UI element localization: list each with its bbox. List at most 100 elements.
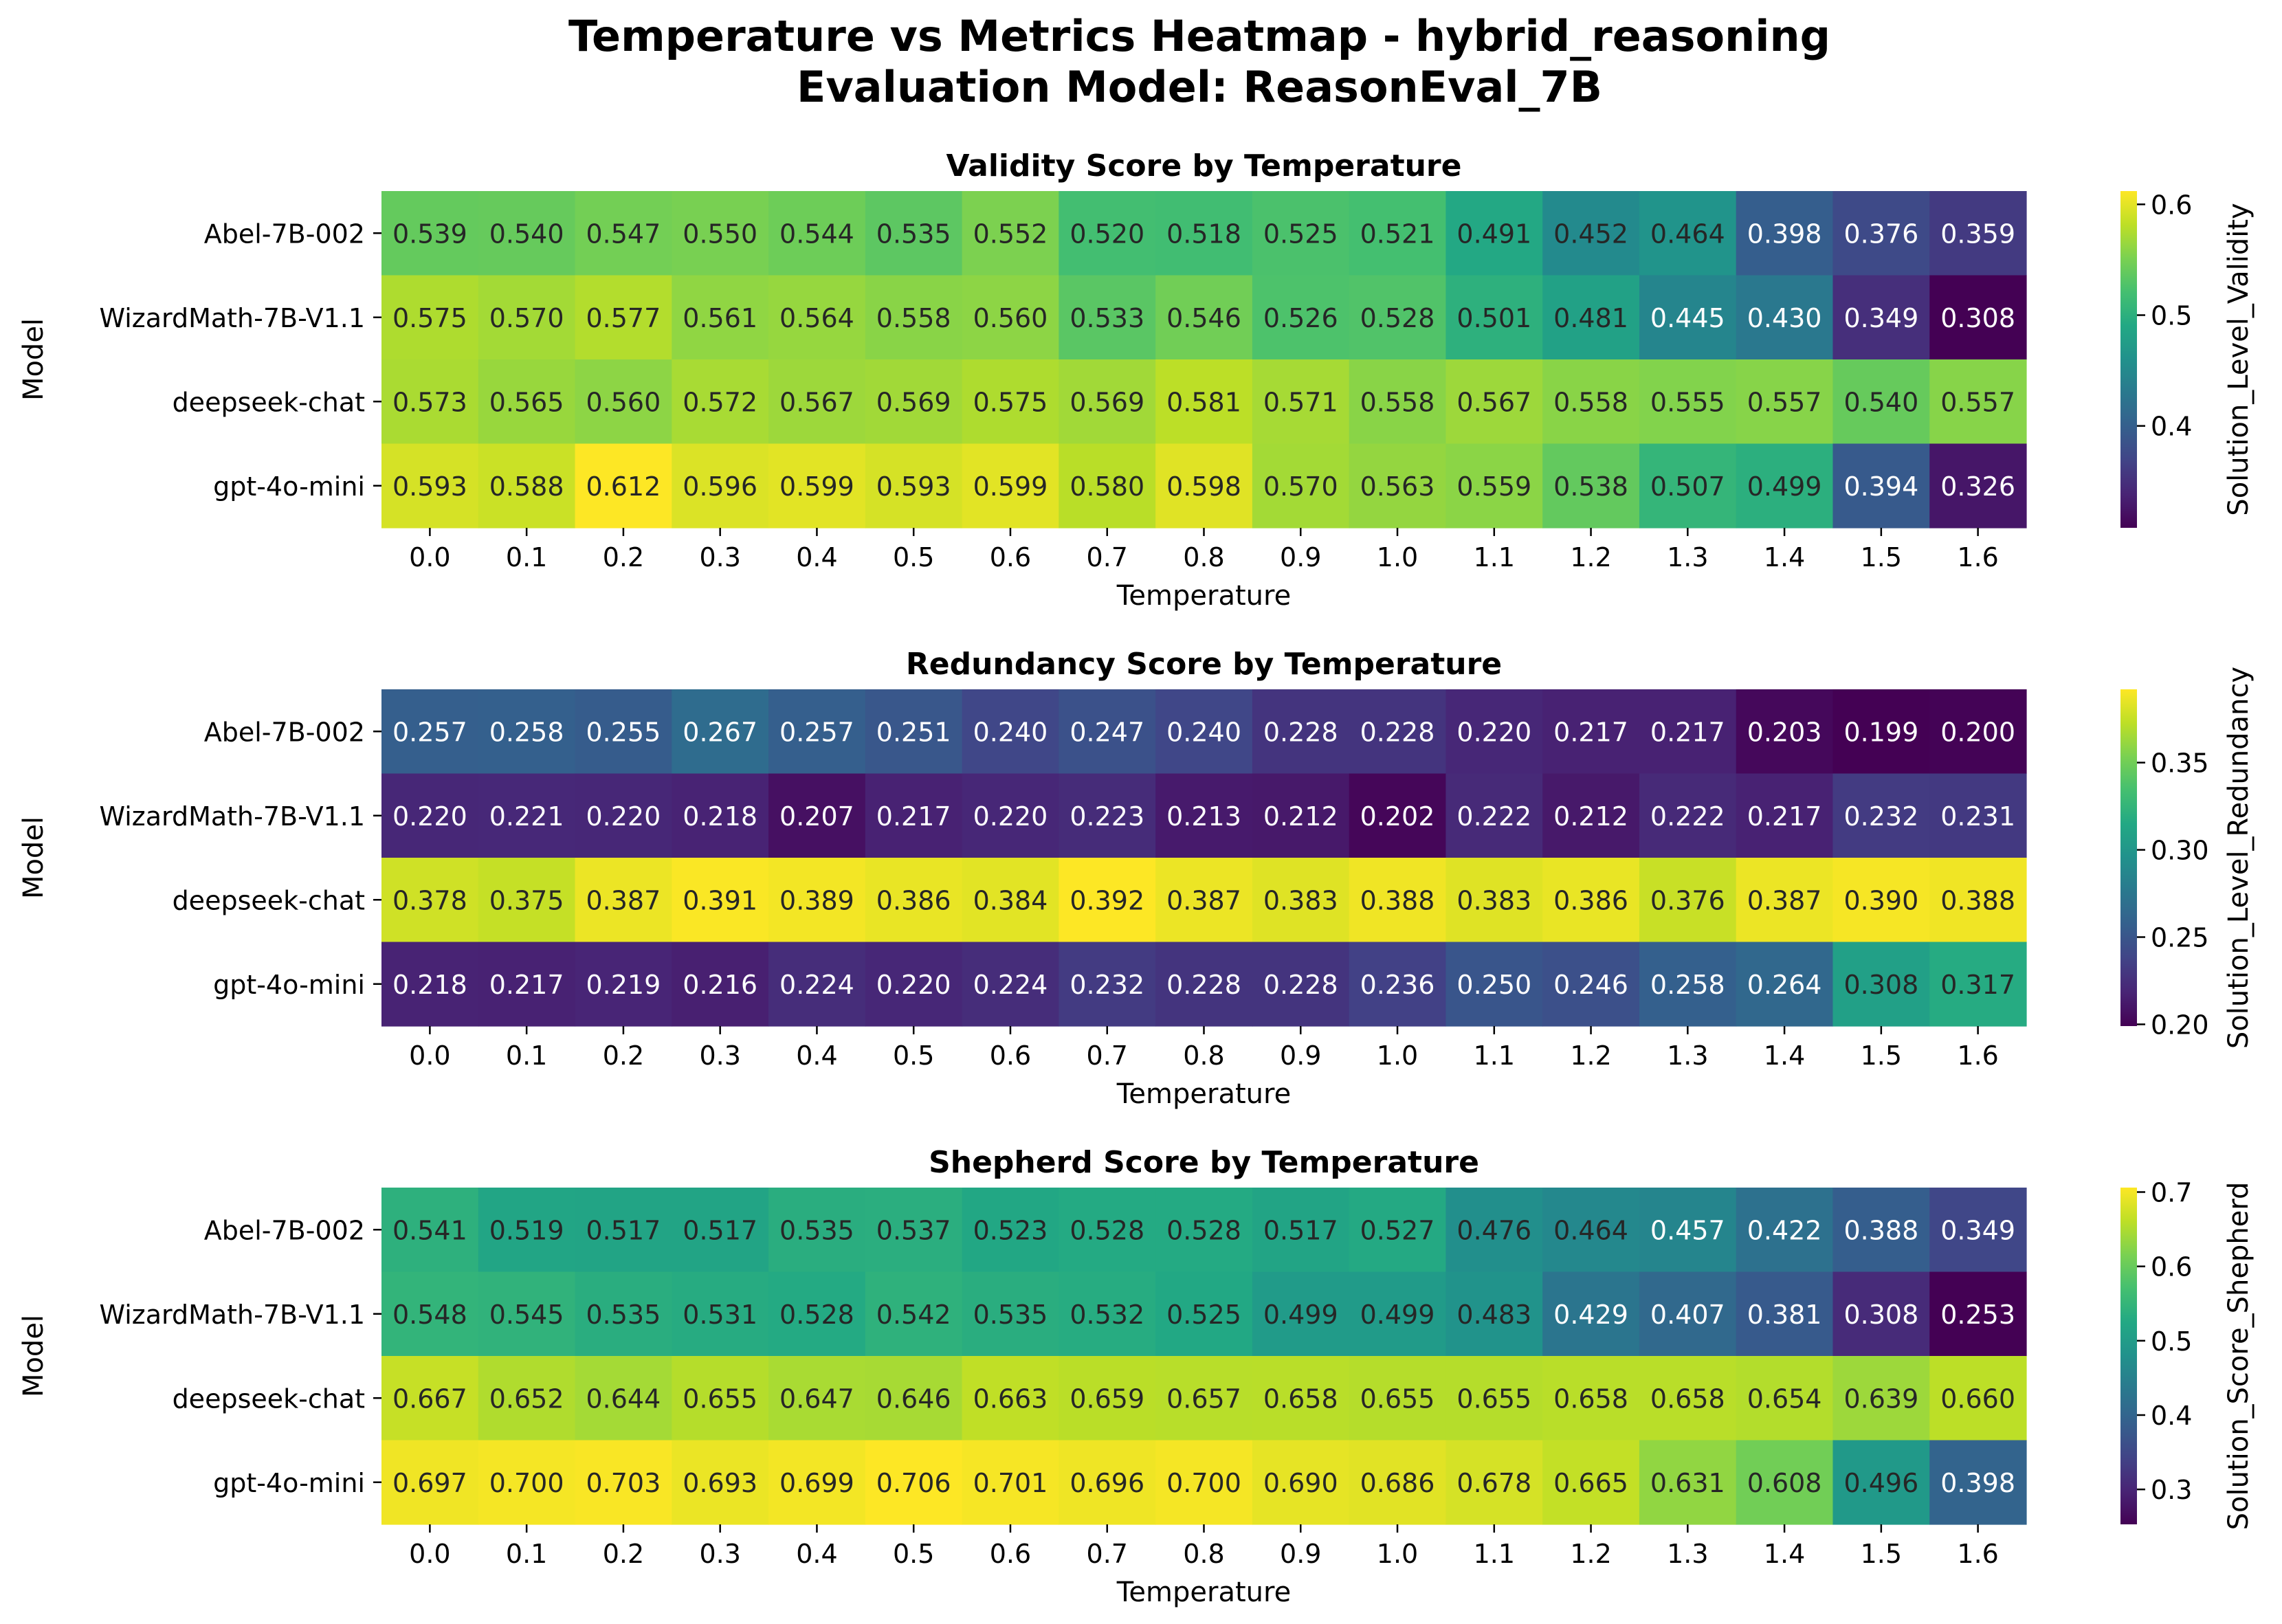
x-tick-label: 0.6 <box>990 542 1031 572</box>
cell-value-label: 0.224 <box>973 970 1048 1000</box>
cell-value-label: 0.686 <box>1360 1468 1435 1498</box>
heatmap-cell <box>1059 191 1156 276</box>
colorbar <box>2120 191 2137 528</box>
x-tick-label: 0.0 <box>409 542 450 572</box>
y-axis-label: Model <box>18 1315 49 1397</box>
heatmap-cell <box>1349 1440 1447 1525</box>
cell-value-label: 0.528 <box>1070 1215 1144 1245</box>
heatmap-cell <box>1832 689 1930 775</box>
cell-value-label: 0.308 <box>1940 303 2015 333</box>
cell-value-label: 0.663 <box>973 1383 1048 1414</box>
x-tick-label: 0.9 <box>1280 1539 1321 1569</box>
cell-value-label: 0.231 <box>1940 801 2015 832</box>
heatmap-cell <box>1059 359 1156 445</box>
cell-value-label: 0.660 <box>1940 1383 2015 1414</box>
x-tick-label: 0.4 <box>796 1539 837 1569</box>
heatmap-cell <box>768 191 866 276</box>
cell-value-label: 0.535 <box>779 1215 854 1245</box>
cell-value-label: 0.376 <box>1843 219 1918 249</box>
cell-value-label: 0.563 <box>1360 471 1435 502</box>
cell-value-label: 0.222 <box>1650 801 1725 832</box>
cell-value-label: 0.391 <box>683 885 757 915</box>
heatmap-cell <box>1349 1188 1447 1273</box>
y-tick-label: Abel-7B-002 <box>204 1215 365 1245</box>
x-tick-label: 0.7 <box>1087 542 1128 572</box>
cell-value-label: 0.359 <box>1940 219 2015 249</box>
cell-value-label: 0.655 <box>1456 1383 1531 1414</box>
y-tick-label: gpt-4o-mini <box>213 970 365 1000</box>
heatmap-panel-2: Redundancy Score by Temperature 0.257 0.25… <box>18 647 2255 1110</box>
cell-value-label: 0.445 <box>1650 303 1725 333</box>
cell-value-label: 0.220 <box>876 970 951 1000</box>
x-tick-label: 0.3 <box>699 1041 740 1071</box>
cell-value-label: 0.573 <box>392 387 467 417</box>
x-tick-label: 1.1 <box>1474 542 1515 572</box>
heatmap-cell <box>1445 1356 1543 1441</box>
x-axis-label: Temperature <box>1116 1078 1291 1110</box>
x-tick-label: 0.4 <box>796 542 837 572</box>
heatmap-cell <box>575 858 672 943</box>
heatmap-cell <box>672 858 769 943</box>
heatmap-cell <box>1832 858 1930 943</box>
x-axis-label: Temperature <box>1116 1577 1291 1608</box>
cell-value-label: 0.388 <box>1360 885 1435 915</box>
heatmap-cell <box>865 1271 963 1357</box>
cell-value-label: 0.545 <box>489 1300 564 1330</box>
y-tick-label: Abel-7B-002 <box>204 717 365 747</box>
cell-value-label: 0.378 <box>392 885 467 915</box>
heatmap-cell <box>1542 1356 1640 1441</box>
heatmap-cell <box>478 275 576 360</box>
cell-value-label: 0.387 <box>1166 885 1241 915</box>
colorbar <box>2120 689 2137 1026</box>
y-tick-label: deepseek-chat <box>173 387 365 417</box>
cell-value-label: 0.223 <box>1070 801 1144 832</box>
heatmap-cell <box>1252 942 1350 1027</box>
colorbar-tick-label: 0.30 <box>2151 836 2209 866</box>
cell-value-label: 0.569 <box>876 387 951 417</box>
cell-value-label: 0.200 <box>1940 717 2015 747</box>
cell-value-label: 0.264 <box>1747 970 1822 1000</box>
cell-value-label: 0.560 <box>973 303 1048 333</box>
cell-value-label: 0.217 <box>489 970 564 1000</box>
cell-value-label: 0.528 <box>1166 1215 1241 1245</box>
heatmap-cell <box>381 1271 479 1357</box>
cell-value-label: 0.251 <box>876 717 951 747</box>
cell-value-label: 0.392 <box>1070 885 1144 915</box>
cell-value-label: 0.569 <box>1070 387 1144 417</box>
cell-value-label: 0.655 <box>683 1383 757 1414</box>
heatmap-cell <box>381 191 479 276</box>
cell-value-label: 0.665 <box>1553 1468 1628 1498</box>
heatmap-cell <box>1445 443 1543 529</box>
cell-value-label: 0.519 <box>489 1215 564 1245</box>
heatmap-cell <box>1929 443 2027 529</box>
heatmap-cell <box>381 942 479 1027</box>
x-tick-label: 1.0 <box>1377 1539 1418 1569</box>
cell-value-label: 0.593 <box>876 471 951 502</box>
heatmap-panels: Validity Score by Temperature 0.539 0.540 0… <box>18 148 2255 1608</box>
heatmap-cell <box>1059 1440 1156 1525</box>
heatmap-cell <box>768 942 866 1027</box>
heatmap-cell <box>1155 191 1253 276</box>
heatmap-cell <box>1445 1440 1543 1525</box>
y-tick-label: gpt-4o-mini <box>213 1468 365 1498</box>
cell-value-label: 0.535 <box>973 1300 1048 1330</box>
cell-value-label: 0.639 <box>1843 1383 1918 1414</box>
cell-value-label: 0.538 <box>1553 471 1628 502</box>
heatmap-cell <box>1155 1356 1253 1441</box>
cell-value-label: 0.525 <box>1263 219 1338 249</box>
x-tick-label: 1.1 <box>1474 1041 1515 1071</box>
cell-value-label: 0.464 <box>1650 219 1725 249</box>
colorbar <box>2120 1188 2137 1524</box>
heatmap-cell <box>1929 359 2027 445</box>
colorbar-label: Solution_Score_Shepherd <box>2223 1182 2255 1531</box>
y-tick-label: deepseek-chat <box>173 1383 365 1414</box>
cell-value-label: 0.533 <box>1070 303 1144 333</box>
cell-value-label: 0.596 <box>683 471 757 502</box>
cell-value-label: 0.700 <box>1166 1468 1241 1498</box>
heatmap-cell <box>1252 191 1350 276</box>
cell-value-label: 0.386 <box>1553 885 1628 915</box>
cell-value-label: 0.544 <box>779 219 854 249</box>
heatmap-cell <box>1639 689 1737 775</box>
cell-value-label: 0.658 <box>1650 1383 1725 1414</box>
cell-value-label: 0.250 <box>1456 970 1531 1000</box>
